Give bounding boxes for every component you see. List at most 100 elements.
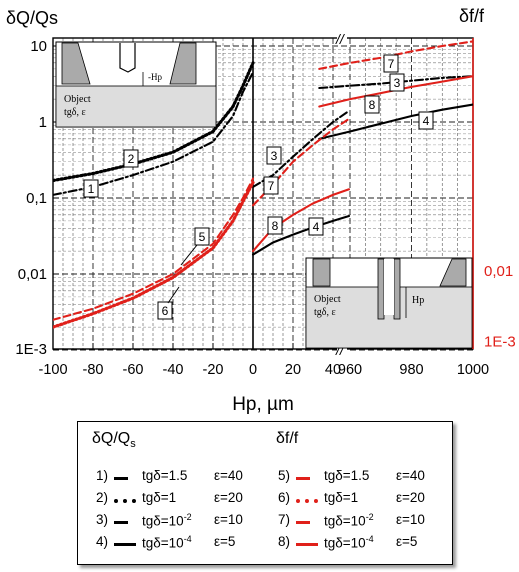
legend-item-tg: tgδ=10-2 (142, 512, 192, 529)
legend-swatch (114, 477, 128, 480)
legend-title-right: δf/f (276, 430, 299, 447)
y-tick-label-left: 0,1 (26, 190, 47, 207)
probe-wall-left (61, 42, 91, 85)
series-2-line (53, 61, 255, 183)
legend-item-tg: tgδ=10-4 (324, 534, 374, 551)
legend-item-eps: ε=20 (214, 490, 243, 505)
curve-label-1: 1 (88, 182, 95, 196)
axis-break-bottom: // (335, 342, 346, 358)
y-tick-label-left: 0,01 (18, 266, 47, 283)
inset-bottom-params-label: tgδ, ε (314, 307, 336, 318)
curve-label-box (389, 73, 405, 92)
probe-wall-left (312, 258, 331, 287)
inset-top-params-label: tgδ, ε (64, 107, 86, 118)
inset-top-depth-label: -Hp (148, 72, 162, 82)
x-tick-label: 1000 (457, 362, 489, 378)
inset-bottom (305, 257, 473, 349)
legend-item-tg: tgδ=1 (142, 490, 177, 505)
legend-item-id: 2) (96, 490, 109, 505)
legend-item-eps: ε=5 (214, 534, 236, 549)
legend-item-tg: tgδ=1 (324, 490, 359, 505)
legend-item: 1) tgδ=1.5 ε=40 (96, 468, 266, 488)
y-tick-label-left: 10 (30, 38, 47, 55)
x-tick-label: 960 (338, 362, 362, 378)
curve-label-4: 4 (423, 114, 430, 128)
callout-leader (167, 286, 180, 304)
x-tick-label: -20 (203, 362, 224, 378)
y-tick-label-right: 0,01 (484, 263, 513, 280)
legend-item-tg: tgδ=10-2 (324, 512, 374, 529)
inset-top (55, 41, 217, 128)
probe-wall-right (439, 258, 467, 287)
probe-gap (384, 259, 394, 315)
legend-item-eps: ε=10 (396, 512, 425, 527)
legend-item-tg: tgδ=1.5 (142, 468, 188, 483)
x-tick-label: 40 (325, 362, 341, 378)
x-tick-label: 20 (285, 362, 301, 378)
curve-label-4: 4 (313, 220, 320, 234)
curve-label-2: 2 (128, 152, 135, 166)
legend-item-id: 8) (278, 534, 291, 549)
legend-item-eps: ε=40 (214, 468, 243, 483)
inset-bottom-depth-label: Hp (412, 295, 424, 306)
y-tick-label-left: 1E-3 (15, 341, 47, 358)
legend-item: 5) tgδ=1.5 ε=40 (278, 468, 448, 488)
legend-swatch (114, 521, 128, 524)
legend-item: 4) tgδ=10-4 ε=5 (96, 534, 266, 554)
legend-item: 6) tgδ=1 ε=20 (278, 490, 448, 510)
legend-item: 3) tgδ=10-2 ε=10 (96, 512, 266, 532)
y-tick-label-left: 1 (39, 114, 47, 131)
legend-swatch (296, 477, 310, 480)
series-1-line (53, 71, 255, 196)
legend-swatch (296, 521, 310, 524)
legend-item: 8) tgδ=10-4 ε=5 (278, 534, 448, 554)
legend-item-eps: ε=5 (396, 534, 418, 549)
legend-box: δQ/Qs δf/f 1) tgδ=1.5 ε=40 2) tgδ=1 ε=20 3) tgδ… (77, 421, 453, 565)
probe-wall-right (169, 42, 197, 85)
inset-top-object-label: Object (64, 94, 91, 105)
x-tick-label: -40 (163, 362, 184, 378)
x-tick-label: -80 (83, 362, 104, 378)
series-4-line (251, 214, 351, 256)
x-tick-label: -100 (38, 362, 67, 378)
series-4-line (318, 103, 473, 140)
callout-leader (180, 244, 198, 266)
legend-item-id: 7) (278, 512, 291, 527)
curve-label-box (157, 301, 173, 320)
series-6-line (53, 180, 255, 329)
curve-label-box (267, 216, 283, 235)
legend-swatch (114, 499, 136, 503)
legend-swatch (296, 499, 318, 503)
legend-item-eps: ε=10 (214, 512, 243, 527)
probe-stem-left (377, 258, 385, 320)
curve-label-box (263, 176, 279, 195)
legend-title-left: δQ/Qs (92, 430, 136, 451)
object-block (55, 85, 217, 128)
curve-label-8: 8 (272, 219, 279, 233)
legend-item: 2) tgδ=1 ε=20 (96, 490, 266, 510)
y-axis-title-right: δf/f (459, 6, 485, 26)
curve-label-7: 7 (388, 57, 395, 71)
legend-item-id: 6) (278, 490, 291, 505)
legend-item-eps: ε=40 (396, 468, 425, 483)
x-axis-title: Hp, µm (232, 394, 294, 415)
probe-tip (119, 43, 136, 73)
curve-label-box (308, 217, 324, 236)
x-tick-label: -60 (123, 362, 144, 378)
curve-label-6: 6 (162, 304, 169, 318)
curve-label-box (383, 54, 399, 73)
legend-item: 7) tgδ=10-2 ε=10 (278, 512, 448, 532)
curve-label-box (123, 149, 139, 168)
probe-stem-right (393, 258, 401, 320)
legend-swatch (114, 543, 136, 546)
series-5-line (53, 177, 255, 321)
x-tick-label: 980 (399, 362, 423, 378)
legend-item-tg: tgδ=10-4 (142, 534, 192, 551)
curve-label-box (364, 95, 380, 114)
curve-label-box (83, 179, 99, 198)
inset-bottom-object-label: Object (314, 294, 341, 305)
curve-label-box (266, 146, 282, 165)
axis-break-top-gap (337, 36, 347, 44)
legend-item-id: 4) (96, 534, 109, 549)
